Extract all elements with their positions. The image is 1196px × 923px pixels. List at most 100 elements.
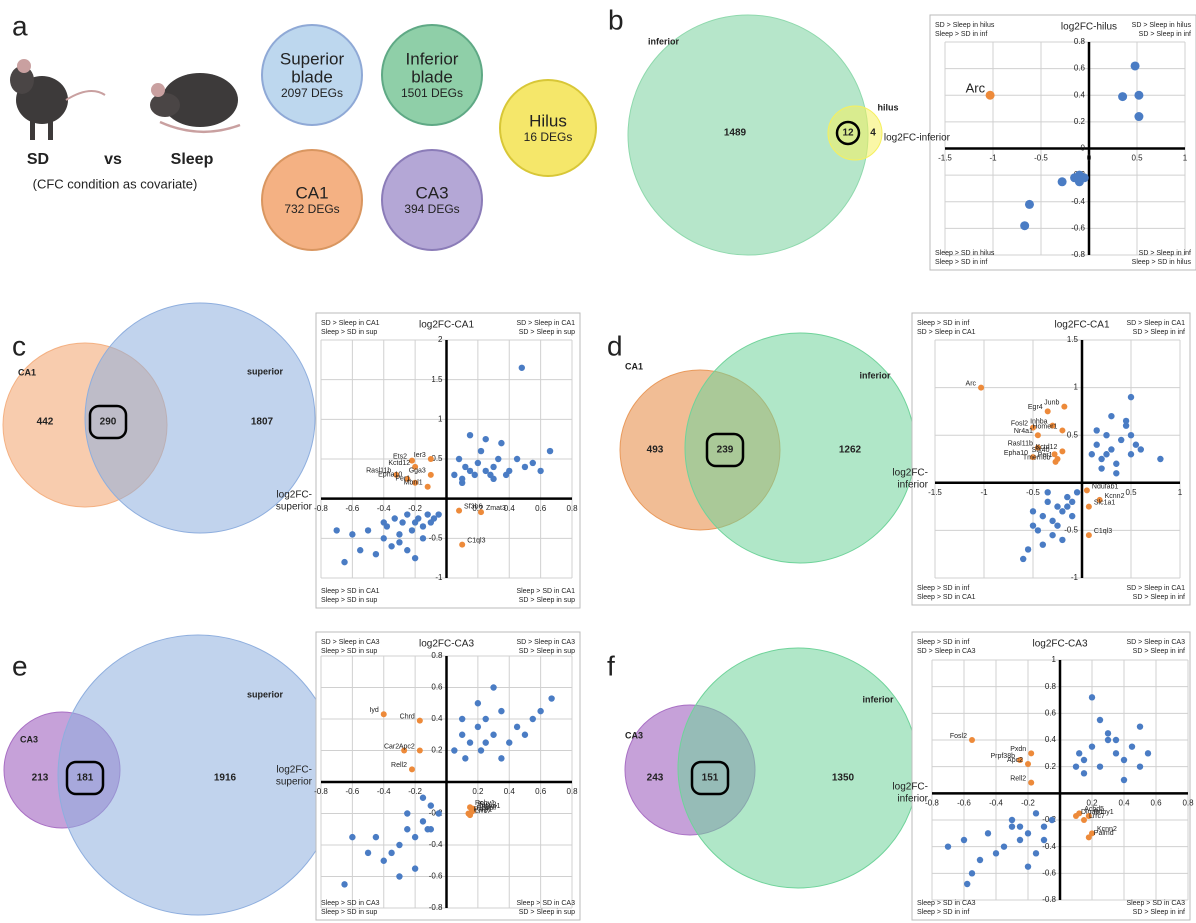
- gene-point: [1030, 508, 1036, 514]
- gene-point: [1035, 527, 1041, 533]
- chart-frame: [912, 313, 1190, 605]
- gene-point: [1049, 817, 1055, 823]
- highlighted-gene: [1025, 761, 1031, 767]
- gene-label: Rell2: [391, 762, 407, 769]
- venn-count: 442: [37, 417, 54, 428]
- gene-point: [514, 724, 520, 730]
- gene-point: [1041, 823, 1047, 829]
- y-tick-label: 0.2: [1045, 762, 1057, 771]
- panel-label: b: [608, 4, 624, 35]
- gene-point: [404, 511, 410, 517]
- gene-point: [420, 818, 426, 824]
- gene-point: [404, 826, 410, 832]
- venn-count: 1807: [251, 417, 274, 428]
- y-axis-title: log2FC-hilus: [1061, 22, 1117, 33]
- gene-label: Arc: [966, 81, 986, 96]
- group-label: Sleep: [171, 151, 214, 168]
- gene-point: [1097, 763, 1103, 769]
- gene-point: [1118, 92, 1127, 101]
- highlighted-gene: [1059, 448, 1065, 454]
- gene-point: [1113, 461, 1119, 467]
- gene-point: [396, 539, 402, 545]
- y-tick-label: -0.8: [1071, 250, 1085, 259]
- x-tick-label: -1: [980, 488, 988, 497]
- x-tick-label: 1: [1183, 154, 1188, 163]
- quadrant-label: Sleep > SD in hilus: [1132, 259, 1192, 266]
- note: (CFC condition as covariate): [33, 176, 198, 191]
- panel-label: a: [12, 10, 28, 41]
- gene-point: [373, 551, 379, 557]
- y-tick-label: 0.8: [1045, 682, 1057, 691]
- gene-point: [381, 535, 387, 541]
- gene-point: [1089, 694, 1095, 700]
- gene-point: [478, 747, 484, 753]
- gene-point: [1049, 518, 1055, 524]
- gene-point: [459, 480, 465, 486]
- quadrant-label: SD > Sleep in CA1: [1126, 320, 1185, 327]
- highlighted-gene: [425, 484, 431, 490]
- gene-point: [1103, 451, 1109, 457]
- gene-point: [1157, 456, 1163, 462]
- gene-point: [530, 716, 536, 722]
- gene-label: Lrrc7: [475, 808, 491, 815]
- highlighted-gene: [1084, 487, 1090, 493]
- gene-point: [1030, 522, 1036, 528]
- x-axis-title: superior: [276, 777, 313, 788]
- gene-label: Tmem8b: [1023, 455, 1051, 462]
- x-tick-label: -0.2: [1021, 798, 1035, 807]
- gene-point: [1009, 823, 1015, 829]
- y-tick-label: -0.6: [429, 872, 443, 881]
- x-tick-label: -0.6: [345, 504, 359, 513]
- venn-count: 1916: [214, 773, 237, 784]
- highlighted-gene: [1081, 817, 1087, 823]
- x-tick-label: -0.5: [1034, 154, 1048, 163]
- gene-point: [1049, 532, 1055, 538]
- gene-point: [1069, 499, 1075, 505]
- gene-point: [1076, 750, 1082, 756]
- gene-point: [1121, 757, 1127, 763]
- gene-point: [519, 365, 525, 371]
- gene-point: [428, 519, 434, 525]
- y-tick-label: -0.6: [1042, 868, 1056, 877]
- gene-label: Kctd12: [388, 460, 410, 467]
- quadrant-label: Sleep > SD in CA1: [516, 588, 575, 595]
- gene-point: [1098, 465, 1104, 471]
- quadrant-label: SD > Sleep in CA1: [917, 329, 976, 336]
- y-axis-title: log2FC-CA3: [419, 639, 474, 650]
- y-tick-label: 1.5: [431, 375, 443, 384]
- gene-label: Slc1a1: [1094, 499, 1116, 506]
- quadrant-label: SD > Sleep in sup: [519, 597, 575, 604]
- venn-count: 1262: [839, 445, 862, 456]
- gene-label: Apc2: [399, 743, 415, 750]
- x-axis-title: superior: [276, 502, 313, 513]
- gene-point: [409, 527, 415, 533]
- panel-label: c: [12, 330, 26, 361]
- gene-point: [1145, 750, 1151, 756]
- group-label: SD: [27, 151, 49, 168]
- venn-count: 239: [717, 445, 734, 456]
- gene-point: [1025, 863, 1031, 869]
- gene-point: [1128, 394, 1134, 400]
- y-tick-label: 0.2: [1074, 117, 1086, 126]
- panel-label: f: [607, 650, 615, 681]
- x-tick-label: 0.2: [472, 787, 484, 796]
- quadrant-label: SD > Sleep in CA3: [1126, 639, 1185, 646]
- gene-label: Car2: [384, 743, 399, 750]
- gene-point: [522, 464, 528, 470]
- panel-label: d: [607, 330, 623, 361]
- gene-label: Fosl2: [950, 733, 967, 740]
- gene-label: Rell2: [1010, 776, 1026, 783]
- gene-point: [349, 531, 355, 537]
- gene-point: [977, 857, 983, 863]
- quadrant-label: Sleep > SD in hilus: [935, 250, 995, 257]
- quadrant-label: Sleep > SD in CA3: [1126, 900, 1185, 907]
- y-tick-label: -0.8: [429, 903, 443, 912]
- gene-point: [547, 448, 553, 454]
- gene-label: Iyd: [369, 707, 378, 714]
- quadrant-label: SD > Sleep in CA1: [321, 320, 380, 327]
- gene-point: [1054, 522, 1060, 528]
- gene-point: [404, 547, 410, 553]
- gene-point: [490, 476, 496, 482]
- highlighted-gene: [1086, 532, 1092, 538]
- gene-point: [1017, 837, 1023, 843]
